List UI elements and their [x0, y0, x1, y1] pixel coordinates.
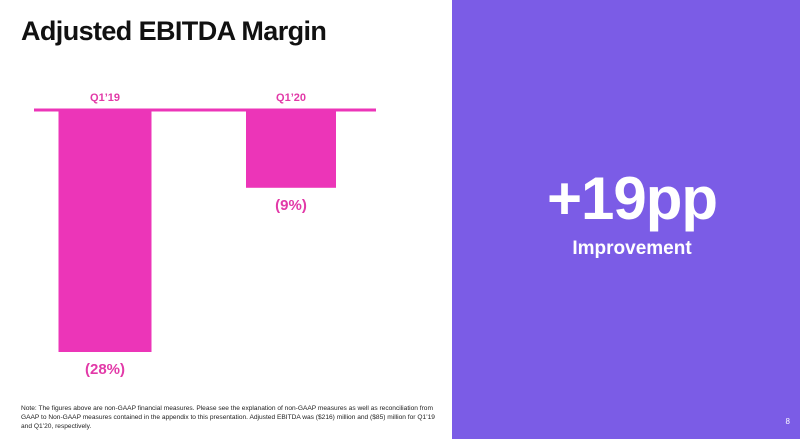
highlight-panel: +19pp Improvement	[452, 0, 800, 439]
category-label: Q1’20	[276, 92, 306, 104]
improvement-label: Improvement	[572, 238, 692, 259]
improvement-value: +19pp	[546, 165, 718, 232]
page-number: 8	[785, 417, 790, 426]
category-label: Q1’19	[90, 92, 120, 104]
page-title: Adjusted EBITDA Margin	[21, 16, 327, 46]
data-label: (28%)	[85, 361, 125, 378]
bar-1	[58, 110, 152, 352]
footnote: Note: The figures above are non-GAAP fin…	[21, 405, 435, 430]
data-label: (9%)	[275, 197, 307, 214]
bar-2	[246, 110, 336, 188]
ebitda-margin-chart: Q1’19 (28%) Q1’20 (9%)	[34, 92, 376, 378]
